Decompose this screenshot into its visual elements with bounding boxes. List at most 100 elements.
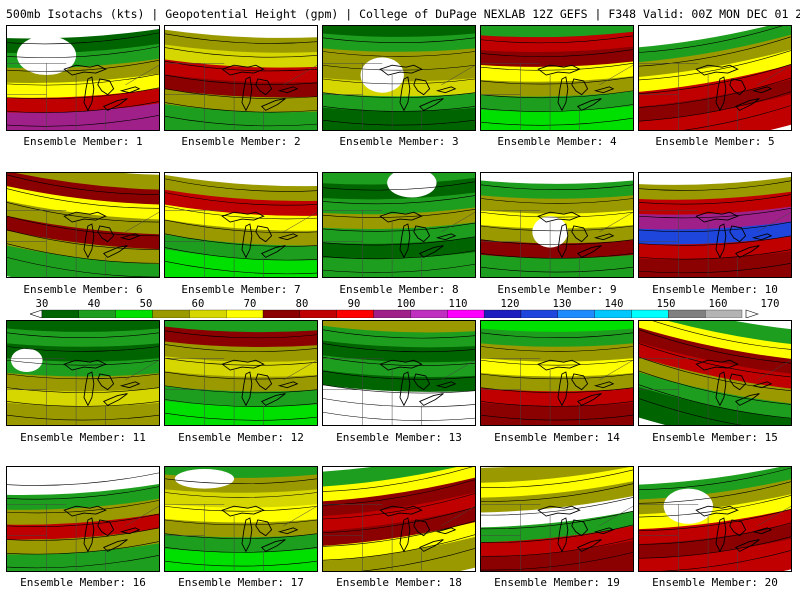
ensemble-member-map-11 xyxy=(6,320,160,426)
ensemble-member-label: Ensemble Member: 10 xyxy=(652,283,778,296)
great-lakes-outline xyxy=(537,211,615,259)
state-borders xyxy=(323,358,475,425)
colorbar-swatch xyxy=(226,309,264,318)
ensemble-member-map-17 xyxy=(164,466,318,572)
ensemble-member-map-6 xyxy=(6,172,160,278)
state-borders xyxy=(323,504,475,571)
isotach-band xyxy=(639,94,791,130)
height-contours xyxy=(7,174,159,277)
state-borders xyxy=(165,358,317,425)
height-contours xyxy=(481,35,633,126)
isotach-band xyxy=(323,536,475,571)
state-borders xyxy=(7,504,159,571)
height-contours xyxy=(165,330,317,421)
colorbar-tick-label: 100 xyxy=(396,298,416,310)
colorbar-swatch xyxy=(705,309,743,318)
ensemble-member-map-19 xyxy=(480,466,634,572)
great-lakes-outline xyxy=(221,505,299,553)
colorbar-left-arrow xyxy=(30,309,43,318)
ensemble-member-label: Ensemble Member: 11 xyxy=(20,431,146,444)
colorbar-swatch xyxy=(631,309,669,318)
colorbar-tick-label: 140 xyxy=(604,298,624,310)
height-contours xyxy=(639,180,791,274)
great-lakes-outline xyxy=(63,64,141,112)
state-borders xyxy=(481,358,633,425)
colorbar-tick-label: 110 xyxy=(448,298,468,310)
ensemble-member-label: Ensemble Member: 12 xyxy=(178,431,304,444)
isotach-band xyxy=(7,245,159,277)
calm-region xyxy=(174,468,235,489)
colorbar-tick-label: 130 xyxy=(552,298,572,310)
height-contours xyxy=(323,37,475,126)
colorbar-swatch xyxy=(336,309,374,318)
state-borders xyxy=(7,210,159,277)
great-lakes-outline xyxy=(537,505,615,553)
height-contours xyxy=(639,321,791,425)
state-borders xyxy=(165,210,317,277)
ensemble-member-label: Ensemble Member: 19 xyxy=(494,576,620,589)
colorbar-swatch xyxy=(152,309,190,318)
ensemble-member-label: Ensemble Member: 13 xyxy=(336,431,462,444)
ensemble-member-label: Ensemble Member: 9 xyxy=(497,283,617,296)
great-lakes-outline xyxy=(537,64,615,112)
colorbar-swatch xyxy=(373,309,411,318)
ensemble-member-label: Ensemble Member: 16 xyxy=(20,576,146,589)
ensemble-member-label: Ensemble Member: 2 xyxy=(181,135,301,148)
calm-region xyxy=(10,348,43,373)
great-lakes-outline xyxy=(63,505,141,553)
isotach-band xyxy=(639,538,791,571)
colorbar-tick-label: 60 xyxy=(191,298,205,310)
colorbar-swatch xyxy=(299,309,337,318)
state-borders xyxy=(7,63,159,130)
colorbar-swatch xyxy=(483,309,522,318)
height-contours xyxy=(481,332,633,421)
height-contours xyxy=(323,329,475,421)
ensemble-member-label: Ensemble Member: 6 xyxy=(23,283,143,296)
great-lakes-outline xyxy=(379,359,457,407)
colorbar-swatch xyxy=(410,309,448,318)
ensemble-member-map-20 xyxy=(638,466,792,572)
isotach-band xyxy=(323,107,475,130)
ensemble-member-map-5 xyxy=(638,25,792,131)
ensemble-member-map-13 xyxy=(322,320,476,426)
map-header-title: 500mb Isotachs (kts) | Geopotential Heig… xyxy=(6,7,800,21)
ensemble-member-map-1 xyxy=(6,25,160,131)
isotach-band xyxy=(481,402,633,425)
state-borders xyxy=(323,63,475,130)
height-contours xyxy=(7,32,159,127)
great-lakes-outline xyxy=(695,64,773,112)
colorbar-swatch xyxy=(262,309,301,318)
colorbar-tick-label: 80 xyxy=(295,298,309,310)
height-contours xyxy=(165,478,317,567)
isotach-band xyxy=(165,104,317,130)
state-borders xyxy=(639,63,791,130)
state-borders xyxy=(481,504,633,571)
great-lakes-outline xyxy=(221,211,299,259)
great-lakes-outline xyxy=(695,359,773,407)
isotach-band xyxy=(7,103,159,130)
colorbar-tick-label: 70 xyxy=(243,298,257,310)
great-lakes-outline xyxy=(63,359,141,407)
height-contours xyxy=(165,178,317,275)
isotach-band xyxy=(7,402,159,425)
great-lakes-outline xyxy=(63,211,141,259)
ensemble-member-map-10 xyxy=(638,172,792,278)
colorbar-swatch xyxy=(447,309,485,318)
calm-region xyxy=(663,488,714,524)
ensemble-member-map-14 xyxy=(480,320,634,426)
great-lakes-outline xyxy=(537,359,615,407)
ensemble-member-label: Ensemble Member: 4 xyxy=(497,135,617,148)
colorbar-swatch xyxy=(78,309,116,318)
state-borders xyxy=(7,358,159,425)
isotach-band xyxy=(639,251,791,277)
isotach-band xyxy=(639,387,791,425)
ensemble-member-map-3 xyxy=(322,25,476,131)
height-contours xyxy=(7,332,159,421)
colorbar-tick-label: 160 xyxy=(708,298,728,310)
ensemble-member-label: Ensemble Member: 15 xyxy=(652,431,778,444)
colorbar-swatch xyxy=(115,309,153,318)
state-borders xyxy=(639,210,791,277)
great-lakes-outline xyxy=(221,359,299,407)
colorbar-swatch xyxy=(520,309,558,318)
calm-region xyxy=(387,173,437,198)
